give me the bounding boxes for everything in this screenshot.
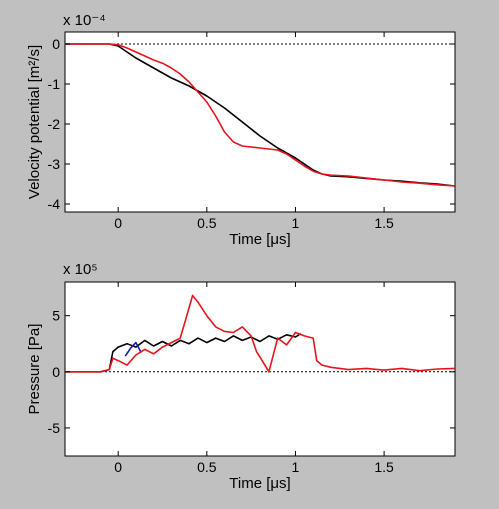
pressure-x-axis-label: Time [μs] <box>229 475 290 492</box>
pressure-y-multiplier: x 10⁵ <box>63 261 98 278</box>
pressure-x-tick-label: 0.5 <box>197 459 217 475</box>
velocity-x-tick-label: 1 <box>292 215 300 231</box>
pressure-x-tick-label: 1.5 <box>374 459 394 475</box>
velocity-y-multiplier: x 10⁻⁴ <box>63 12 106 29</box>
velocity-y-tick-label: 0 <box>52 36 60 52</box>
velocity-series-line-1 <box>65 43 456 187</box>
velocity-x-tick-label: 0.5 <box>197 215 217 231</box>
pressure-x-tick-label: 1 <box>292 459 300 475</box>
pressure-y-tick-label: 0 <box>52 364 60 380</box>
velocity-x-tick-label: 1.5 <box>374 215 394 231</box>
velocity-y-axis-label: Velocity potential [m²/s] <box>26 45 43 199</box>
velocity-x-axis-label: Time [μs] <box>229 231 290 248</box>
velocity-y-tick-label: -1 <box>48 76 61 92</box>
pressure-series-line-0 <box>65 332 302 373</box>
velocity-plot-area <box>64 31 456 213</box>
pressure-y-tick-label: -5 <box>48 420 61 436</box>
velocity-potential-panel: 0 0.5 1 1.5 0 -1 -2 -3 -4 x 10⁻⁴ Time [μs] Veloc… <box>26 12 456 248</box>
pressure-x-tick-label: 0 <box>114 459 122 475</box>
pressure-series-line-1 <box>124 341 142 357</box>
pressure-series-line-2 <box>65 294 456 373</box>
velocity-y-tick-label: -2 <box>48 116 61 132</box>
velocity-y-tick-label: -4 <box>48 196 61 212</box>
pressure-panel: 0 0.5 1 1.5 5 0 -5 x 10⁵ Time [μs] Pressure [P… <box>26 261 456 492</box>
pressure-y-tick-label: 5 <box>52 308 60 324</box>
velocity-x-tick-label: 0 <box>114 215 122 231</box>
velocity-y-tick-label: -3 <box>48 156 61 172</box>
pressure-y-axis-label: Pressure [Pa] <box>26 324 43 415</box>
